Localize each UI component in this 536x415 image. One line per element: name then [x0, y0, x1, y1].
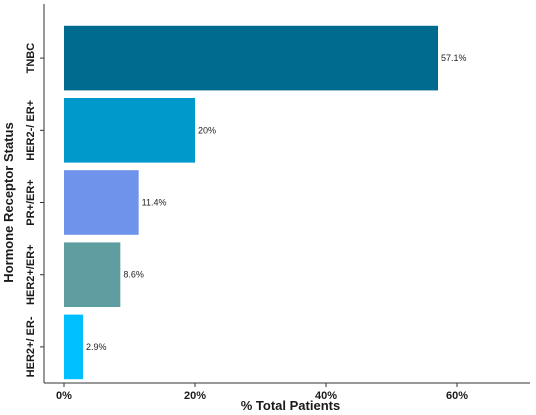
data-label: 2.9%	[86, 342, 107, 352]
category-label: PR+/ER+	[25, 179, 37, 225]
bar	[64, 25, 439, 91]
category-label: HER2+/ ER-	[25, 316, 37, 377]
x-tick-label: 0%	[56, 390, 72, 402]
bar	[64, 97, 195, 163]
bar	[64, 242, 121, 308]
x-tick-label: 40%	[315, 390, 337, 402]
data-label: 57.1%	[441, 53, 467, 63]
bar	[64, 314, 83, 380]
x-tick-label: 60%	[446, 390, 468, 402]
data-label: 8.6%	[123, 270, 144, 280]
labels: 57.1% TNBC 20% HER2-/ ER+ 11.4% PR+/ER+ 8.6% HE…	[25, 43, 467, 378]
category-label: TNBC	[25, 43, 37, 74]
y-axis-title: Hormone Receptor Status	[1, 122, 16, 282]
data-label: 20%	[198, 125, 216, 135]
bar	[64, 170, 139, 235]
axes: 0% 20% 40% 60%	[40, 4, 530, 402]
x-tick-label: 20%	[184, 390, 206, 402]
category-label: HER2+/ER+	[25, 244, 37, 305]
category-label: HER2-/ ER+	[25, 100, 37, 161]
data-label: 11.4%	[142, 198, 167, 208]
x-axis-title: % Total Patients	[241, 398, 340, 413]
bars	[64, 25, 439, 380]
